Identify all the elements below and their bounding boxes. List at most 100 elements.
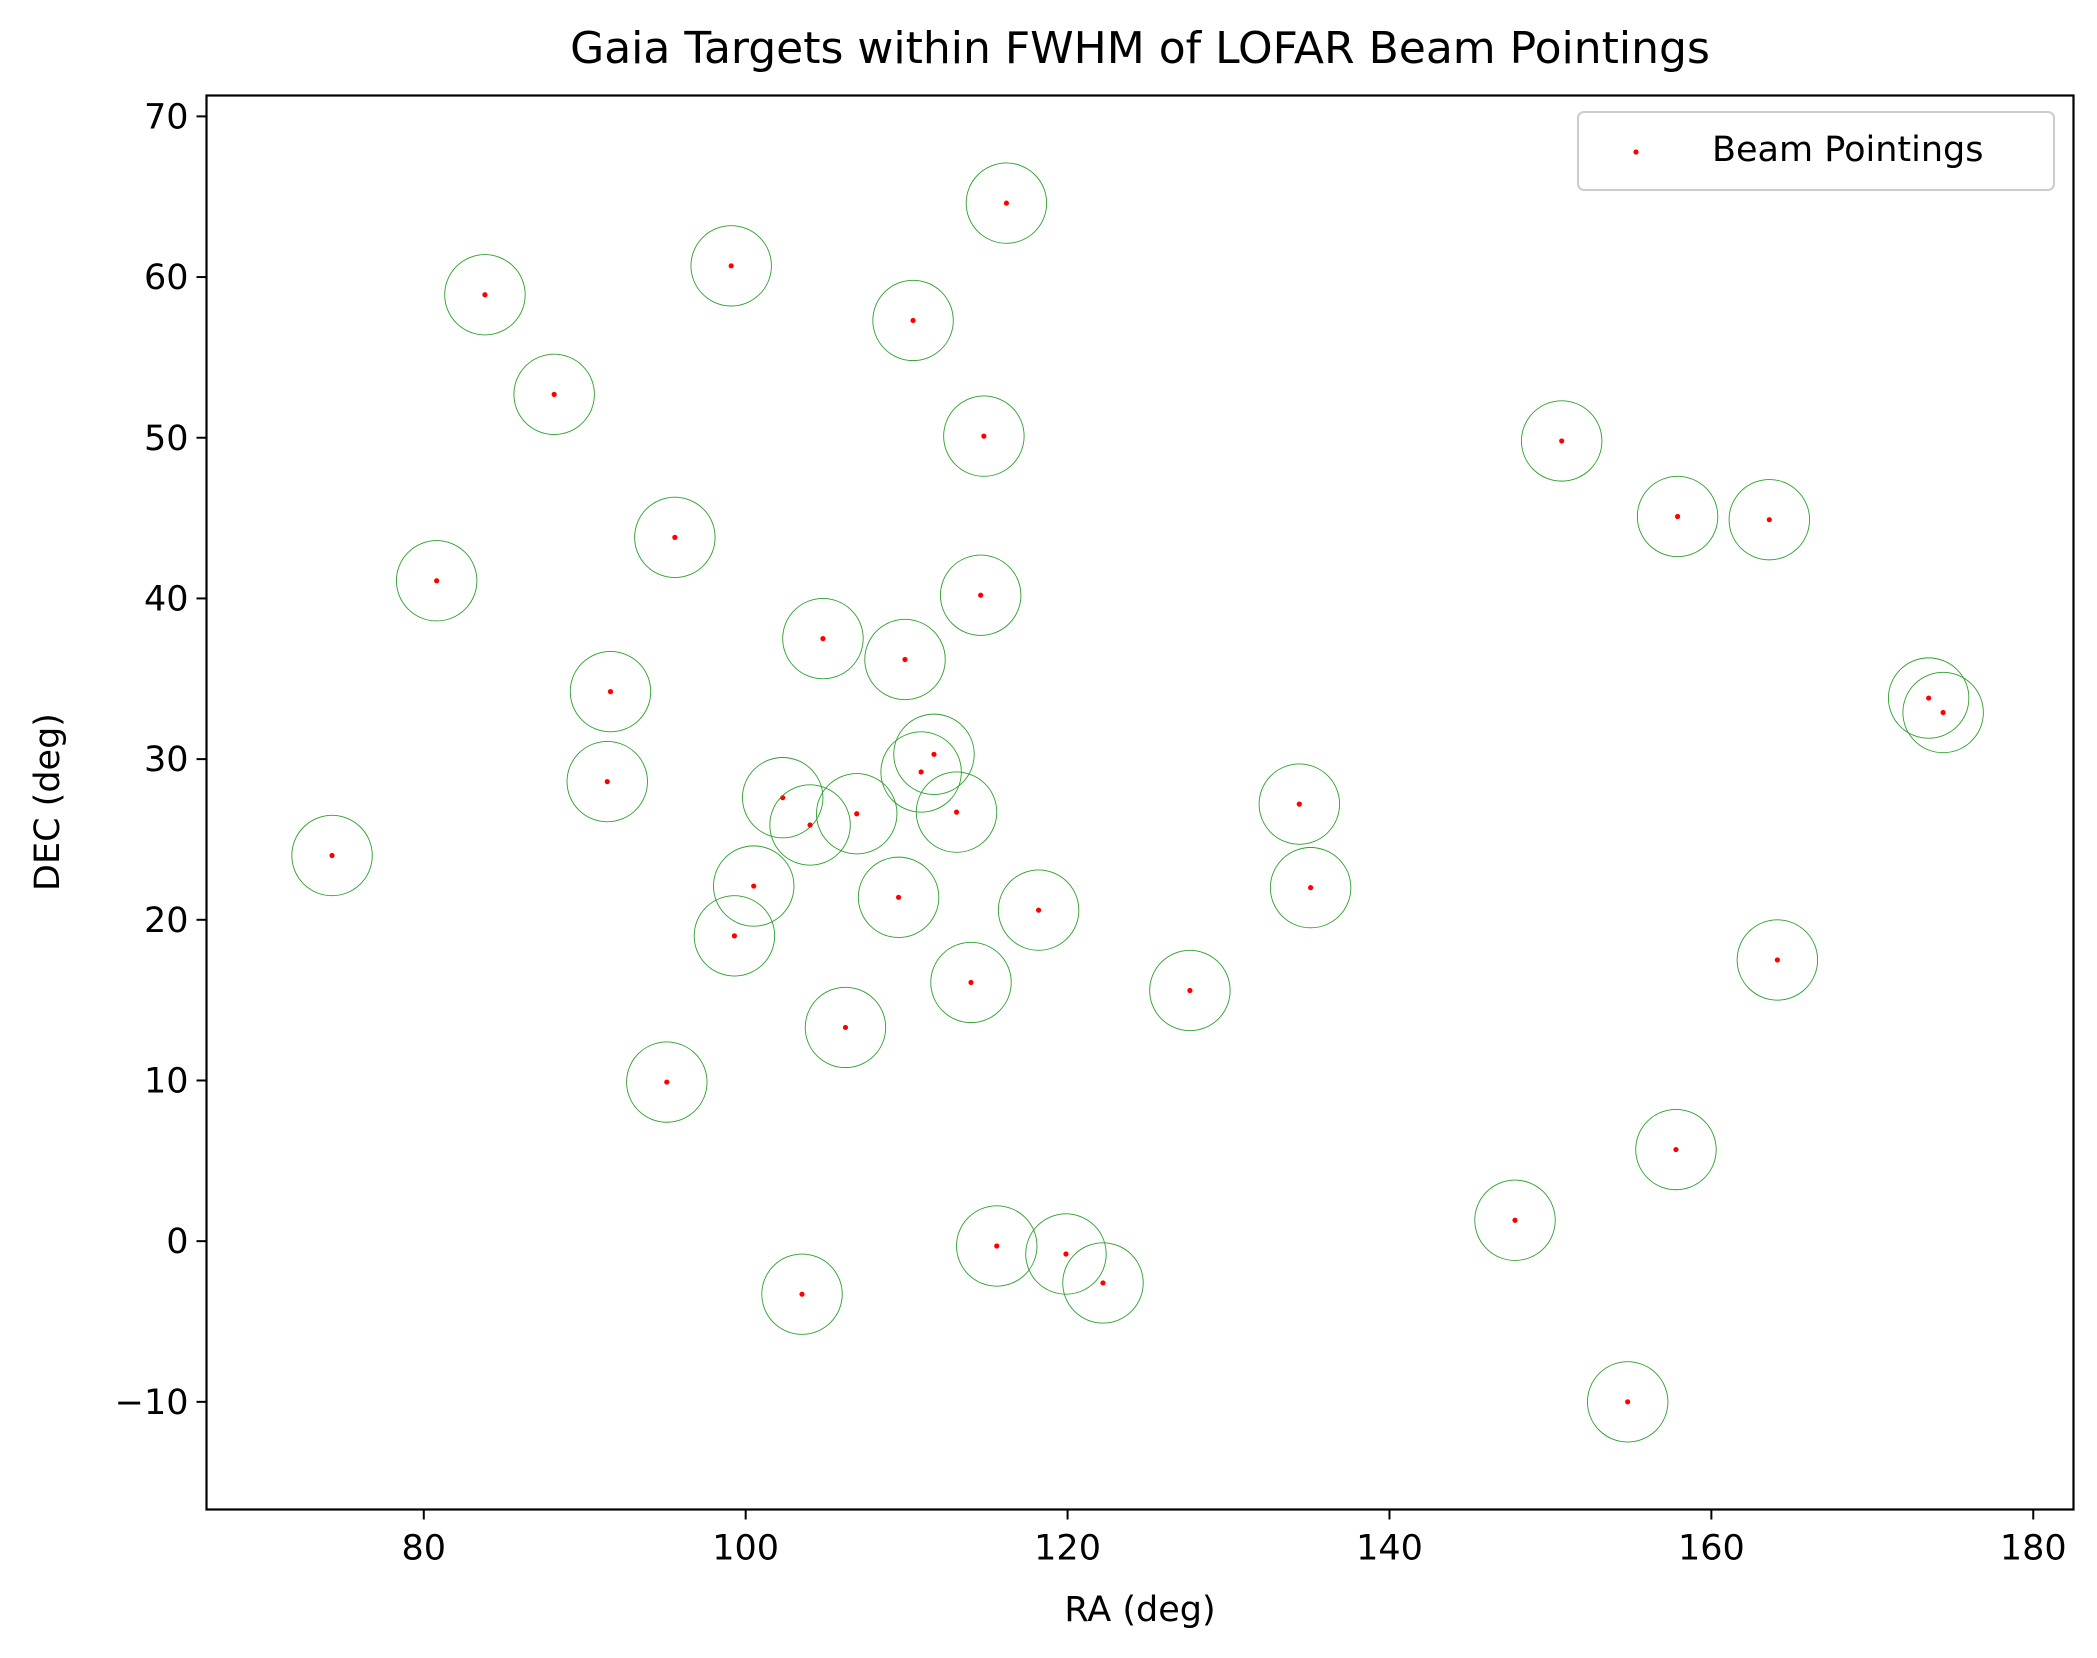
beam-pointing-point bbox=[482, 292, 488, 298]
fwhm-circle bbox=[1586, 1361, 1669, 1443]
fwhm-circle bbox=[915, 771, 998, 853]
beam-pointing-point bbox=[1766, 517, 1772, 523]
beam-pointing-point bbox=[953, 809, 960, 815]
beam-pointing-point bbox=[981, 433, 987, 439]
fwhm-circle bbox=[864, 618, 946, 701]
beam-pointing-point bbox=[807, 822, 813, 828]
fwhm-circle bbox=[626, 1041, 708, 1123]
fwhm-circle bbox=[872, 279, 954, 362]
y-tick-label: 60 bbox=[144, 258, 189, 298]
y-tick-label: 20 bbox=[144, 901, 189, 941]
beam-pointing-point bbox=[799, 1291, 805, 1297]
y-tick-label: 70 bbox=[144, 97, 189, 137]
beam-pointing-point bbox=[1308, 885, 1314, 891]
fwhm-circle bbox=[1258, 763, 1341, 845]
x-tick-label: 80 bbox=[402, 1529, 447, 1569]
beam-pointing-point bbox=[1674, 513, 1681, 520]
beam-pointing-point bbox=[854, 811, 860, 817]
beam-pointing-point bbox=[731, 933, 738, 939]
beam-pointing-point bbox=[1926, 695, 1932, 701]
y-tick-label: 50 bbox=[144, 419, 189, 459]
beam-pointing-point bbox=[895, 894, 902, 900]
x-tick-label: 160 bbox=[1678, 1529, 1745, 1569]
fwhm-circle bbox=[769, 784, 851, 866]
beam-pointing-point bbox=[1187, 987, 1193, 994]
fwhm-circle bbox=[1025, 1213, 1107, 1295]
fwhm-circle bbox=[761, 1253, 843, 1335]
y-tick-label: 10 bbox=[144, 1061, 189, 1101]
beam-pointing-point bbox=[728, 263, 734, 269]
fwhm-circle bbox=[1149, 949, 1231, 1032]
beam-pointing-point bbox=[1063, 1251, 1069, 1257]
x-tick-label: 100 bbox=[712, 1529, 779, 1569]
y-tick-label: −10 bbox=[115, 1383, 189, 1423]
axes-frame bbox=[205, 94, 2075, 1511]
fwhm-circle bbox=[956, 1205, 1038, 1287]
beam-pointing-point bbox=[1512, 1217, 1518, 1223]
beam-pointing-point bbox=[842, 1024, 849, 1031]
fwhm-circle bbox=[1728, 479, 1810, 561]
legend-entry-beam-pointings: Beam Pointings bbox=[1712, 130, 1983, 170]
fwhm-circle bbox=[291, 814, 373, 897]
fwhm-circle bbox=[1635, 1108, 1717, 1191]
fwhm-circle bbox=[1474, 1179, 1556, 1261]
y-tick-label: 0 bbox=[166, 1222, 188, 1262]
fwhm-circle bbox=[857, 856, 940, 938]
fwhm-circle bbox=[1902, 671, 1984, 754]
beam-pointing-point bbox=[751, 883, 757, 889]
fwhm-circle bbox=[1887, 657, 1970, 739]
x-axis-label: RA (deg) bbox=[1064, 1590, 1215, 1630]
fwhm-circle bbox=[634, 496, 716, 578]
fwhm-circle bbox=[1636, 475, 1719, 558]
fwhm-circle bbox=[965, 162, 1048, 244]
beam-pointing-point bbox=[968, 979, 974, 986]
x-tick-label: 140 bbox=[1356, 1529, 1423, 1569]
fwhm-circle bbox=[513, 353, 595, 435]
fwhm-circle bbox=[569, 651, 652, 733]
fwhm-circle bbox=[943, 395, 1025, 477]
fwhm-circle bbox=[742, 757, 824, 839]
x-tick-label: 180 bbox=[2000, 1529, 2067, 1569]
fwhm-circle bbox=[395, 540, 478, 622]
legend-box bbox=[1577, 111, 2055, 191]
y-tick-label: 40 bbox=[144, 579, 189, 619]
fwhm-circle bbox=[1269, 847, 1352, 929]
fwhm-circle bbox=[693, 895, 776, 977]
beam-pointing-point bbox=[902, 656, 908, 663]
beam-pointing-point bbox=[1296, 801, 1302, 807]
beam-pointing-point bbox=[1100, 1280, 1106, 1286]
fwhm-circle bbox=[1520, 400, 1603, 482]
fwhm-circle bbox=[713, 845, 795, 927]
y-axis-label: DEC (deg) bbox=[28, 713, 68, 891]
fwhm-circle bbox=[997, 869, 1080, 951]
beam-pointing-point bbox=[1003, 200, 1010, 206]
chart-title: Gaia Targets within FWHM of LOFAR Beam P… bbox=[570, 23, 1710, 74]
beam-pointing-point bbox=[1774, 957, 1780, 963]
fwhm-circle bbox=[816, 773, 898, 855]
beam-pointing-point bbox=[329, 852, 335, 859]
fwhm-circle bbox=[939, 554, 1022, 636]
y-tick-label: 30 bbox=[144, 740, 189, 780]
beam-pointing-point bbox=[994, 1243, 1000, 1249]
beam-pointing-point bbox=[434, 578, 440, 584]
beam-pointing-point bbox=[1673, 1146, 1679, 1153]
legend: Beam Pointings bbox=[1577, 111, 2055, 191]
beam-pointing-point bbox=[910, 317, 916, 324]
axis-ticks: 80 100 120 140 160 180 −10 0 10 20 30 40 50 60 70 bbox=[115, 97, 2067, 1568]
fwhm-circle bbox=[690, 225, 772, 307]
beam-pointing-point bbox=[551, 391, 557, 397]
plot-area bbox=[291, 162, 1984, 1443]
fwhm-circle bbox=[1062, 1242, 1144, 1324]
beam-pointing-point bbox=[918, 769, 924, 775]
x-tick-label: 120 bbox=[1034, 1529, 1101, 1569]
beam-pointing-point bbox=[1036, 907, 1042, 913]
fwhm-circle bbox=[893, 713, 975, 795]
fwhm-circle bbox=[1736, 919, 1819, 1001]
fwhm-circle bbox=[782, 597, 864, 680]
beam-pointing-point bbox=[1625, 1399, 1631, 1405]
beam-pointing-point bbox=[978, 592, 984, 598]
fwhm-circle bbox=[930, 941, 1012, 1024]
fwhm-circle bbox=[804, 986, 887, 1069]
